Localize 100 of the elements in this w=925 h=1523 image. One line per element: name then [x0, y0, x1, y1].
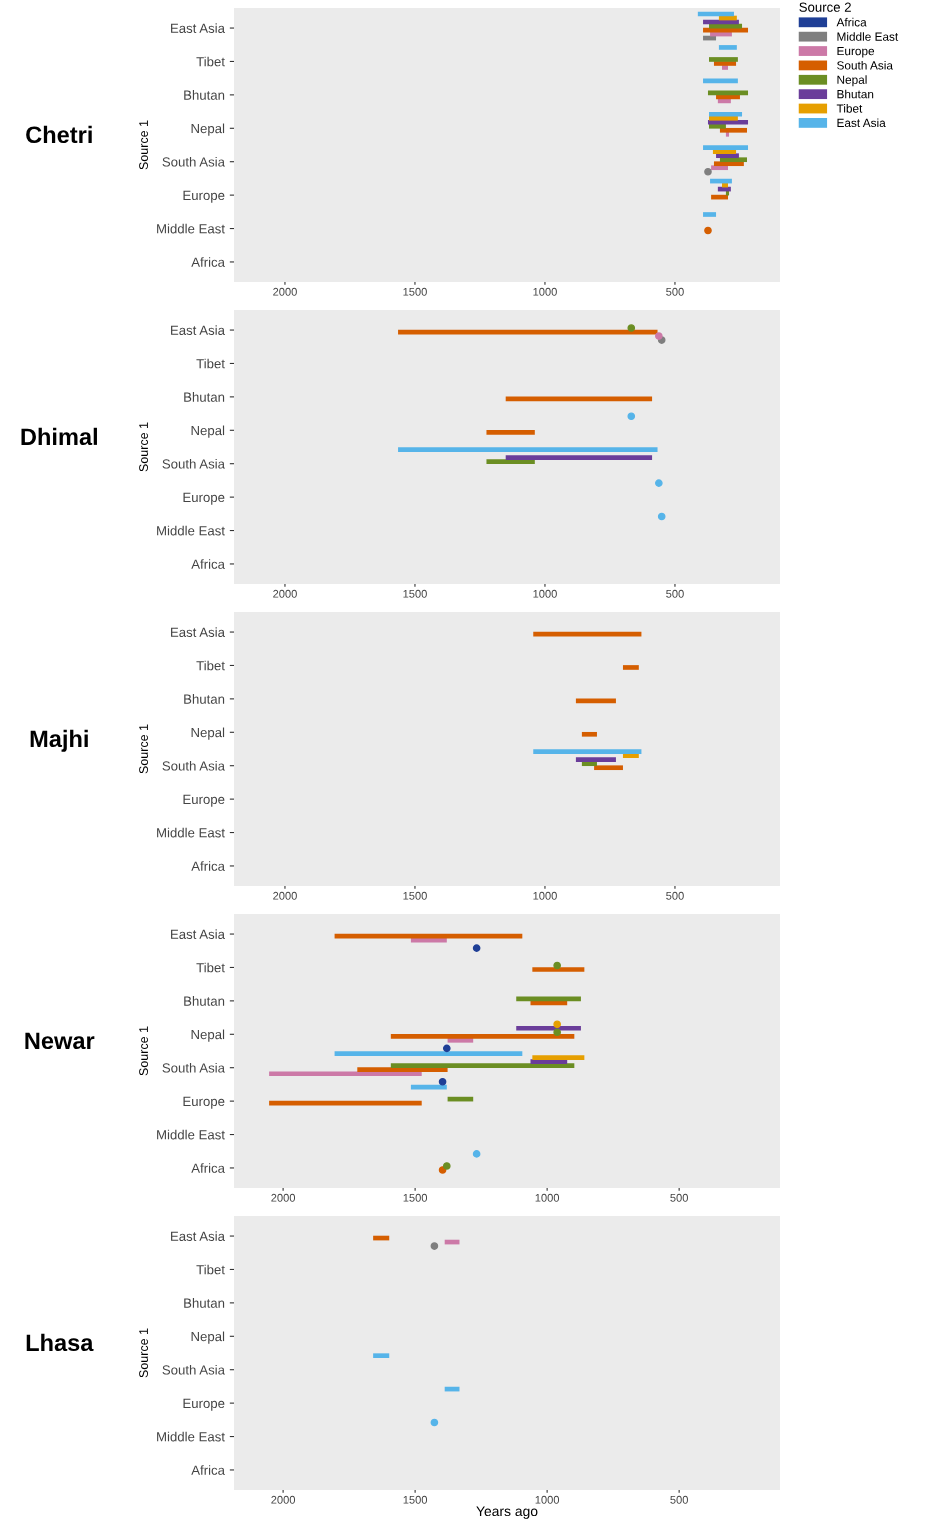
- x-tick-label: 500: [666, 287, 684, 296]
- x-tick-label: 1000: [535, 1495, 560, 1504]
- x-tick-label: 2000: [273, 891, 297, 900]
- y-tick-label: Europe: [183, 1398, 225, 1411]
- y-tick-label: Nepal: [191, 1331, 225, 1344]
- text: Dhimal: [21, 427, 97, 446]
- bar: [581, 731, 597, 737]
- x-tick-label: 1000: [533, 287, 557, 296]
- text: Newar: [25, 1032, 95, 1050]
- y-tick-label: Middle East: [157, 827, 225, 838]
- y-tick-label: Middle East: [157, 1431, 225, 1442]
- y-tick-label: Nepal: [191, 425, 225, 438]
- bar: [398, 447, 658, 453]
- legend-label: Nepal: [837, 75, 867, 87]
- y-tick-label: Nepal: [191, 123, 225, 136]
- bar: [516, 1025, 581, 1031]
- y-tick-label: Tibet: [196, 56, 225, 67]
- y-tick-label: Tibet: [196, 962, 225, 973]
- x-tick-label: 1500: [403, 1193, 428, 1202]
- y-tick-label: Europe: [183, 794, 225, 807]
- legend-title: Source 2: [799, 2, 851, 12]
- x-tick-label: 2000: [273, 589, 297, 598]
- y-axis-title: Source 1: [139, 1026, 149, 1076]
- y-tick-label: Tibet: [196, 1264, 225, 1275]
- bar: [486, 429, 535, 435]
- y-tick-label: East Asia: [171, 929, 225, 939]
- y-tick-label: South Asia: [162, 156, 225, 167]
- y-tick-label: Nepal: [191, 1029, 225, 1042]
- y-tick-label: Bhutan: [184, 694, 225, 704]
- y-tick-label: Tibet: [196, 358, 225, 369]
- y-tick-label: Middle East: [157, 223, 225, 234]
- bar: [390, 1033, 575, 1039]
- x-tick-label: 1500: [403, 891, 427, 900]
- y-tick-label: South Asia: [162, 1062, 225, 1073]
- y-tick-label: Bhutan: [184, 392, 225, 402]
- bar: [622, 665, 639, 670]
- x-tick-label: 500: [666, 589, 684, 598]
- text: Majhi: [30, 729, 88, 752]
- legend-label: Tibet: [836, 104, 863, 113]
- y-axis-title: Source 1: [139, 724, 149, 774]
- bar: [269, 1071, 422, 1077]
- y-tick-label: Middle East: [157, 525, 225, 536]
- bar: [718, 45, 737, 50]
- y-tick-label: East Asia: [171, 325, 225, 335]
- y-tick-label: Europe: [183, 190, 225, 203]
- bar: [711, 165, 728, 171]
- y-tick-label: Nepal: [191, 727, 225, 740]
- x-tick-label: 1500: [403, 589, 427, 598]
- x-tick-label: 500: [670, 1495, 688, 1504]
- y-tick-label: Europe: [183, 1096, 225, 1109]
- x-tick-label: 2000: [273, 287, 297, 296]
- bar: [719, 127, 747, 133]
- bar: [703, 145, 749, 151]
- bar: [703, 212, 717, 217]
- y-tick-label: Bhutan: [184, 996, 225, 1006]
- legend-label: Africa: [836, 17, 867, 27]
- x-tick-label: 1500: [403, 1495, 428, 1504]
- x-tick-label: 2000: [271, 1495, 296, 1504]
- legend-label: Bhutan: [837, 89, 874, 99]
- y-axis-title: Source 1: [139, 422, 149, 472]
- bar: [532, 967, 585, 972]
- y-tick-label: Middle East: [157, 1129, 225, 1140]
- y-tick-label: Africa: [191, 559, 225, 569]
- y-tick-label: Africa: [191, 1163, 225, 1173]
- bar: [575, 757, 616, 763]
- y-tick-label: South Asia: [162, 760, 225, 771]
- x-tick-label: 500: [670, 1193, 688, 1202]
- x-tick-label: 2000: [271, 1193, 296, 1202]
- bar: [533, 749, 642, 755]
- bar: [357, 1067, 448, 1073]
- y-tick-label: Tibet: [196, 660, 225, 671]
- bar: [594, 765, 623, 771]
- x-tick-label: 1500: [403, 287, 427, 296]
- bar: [719, 157, 747, 163]
- text: Chetri: [26, 125, 92, 144]
- x-tick-label: 1000: [533, 891, 557, 900]
- y-tick-label: East Asia: [171, 1231, 225, 1241]
- bar: [532, 1055, 585, 1061]
- y-axis-title: Source 1: [139, 1328, 149, 1378]
- y-tick-label: Africa: [191, 1465, 225, 1475]
- y-axis-title: Source 1: [139, 120, 149, 170]
- bar: [707, 119, 749, 125]
- legend-label: Middle East: [837, 32, 899, 41]
- y-tick-label: East Asia: [171, 23, 225, 33]
- legend-label: East Asia: [837, 118, 886, 128]
- y-tick-label: Bhutan: [184, 1298, 225, 1308]
- x-axis-title: Years ago: [476, 1506, 538, 1519]
- text: Lhasa: [26, 1333, 94, 1352]
- bar: [505, 455, 653, 461]
- legend-label: Europe: [837, 46, 875, 58]
- bar: [390, 1063, 575, 1069]
- x-tick-label: 1000: [535, 1193, 560, 1202]
- bar: [713, 161, 744, 167]
- y-tick-label: Bhutan: [184, 90, 225, 100]
- bar: [709, 57, 738, 62]
- x-tick-label: 500: [666, 891, 684, 900]
- x-tick-label: 1000: [533, 589, 557, 598]
- y-tick-label: Europe: [183, 492, 225, 505]
- y-tick-label: East Asia: [171, 627, 225, 637]
- y-tick-label: Africa: [191, 861, 225, 871]
